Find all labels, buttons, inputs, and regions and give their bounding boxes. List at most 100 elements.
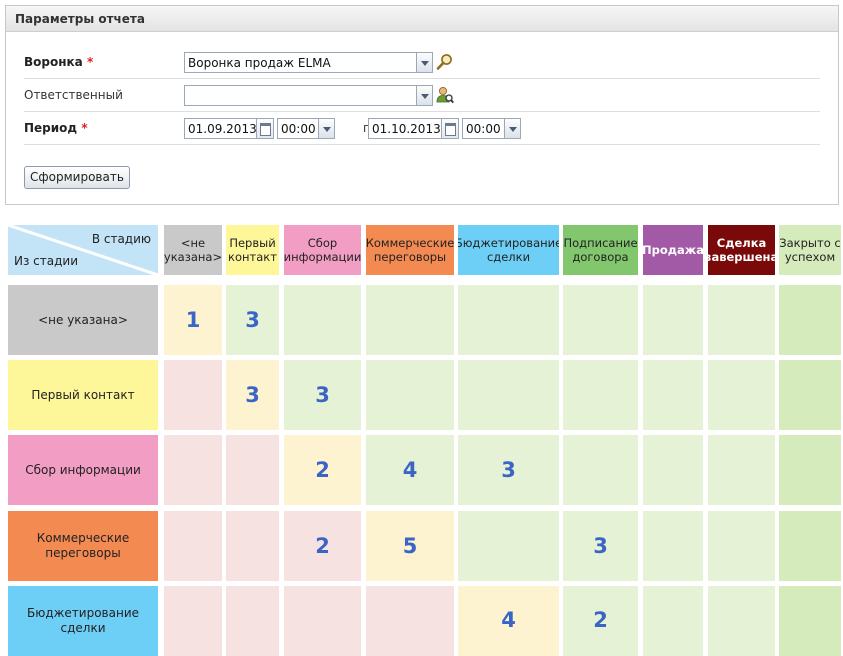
matrix-cell[interactable] xyxy=(779,511,841,581)
transition-count[interactable]: 2 xyxy=(593,608,608,632)
responsible-select[interactable] xyxy=(184,85,433,106)
calendar-icon[interactable] xyxy=(441,119,458,138)
time-from-value: 00:00 xyxy=(281,122,316,136)
matrix-cell[interactable] xyxy=(643,360,703,430)
time-to-chevron-down-icon[interactable] xyxy=(504,119,520,138)
column-header: Продажа xyxy=(643,225,703,275)
matrix-cell[interactable] xyxy=(366,435,454,505)
transition-count[interactable]: 4 xyxy=(501,608,516,632)
transition-count[interactable]: 2 xyxy=(315,458,330,482)
column-header: Бюджетирование сделки xyxy=(458,225,559,275)
funnel-dropdown-chevron-icon[interactable] xyxy=(416,53,432,72)
matrix-cell[interactable] xyxy=(708,511,775,581)
matrix-cell[interactable] xyxy=(284,435,361,505)
matrix-cell[interactable] xyxy=(226,360,279,430)
time-from-select[interactable]: 00:00 xyxy=(277,118,335,139)
matrix-cell[interactable] xyxy=(458,435,559,505)
responsible-dropdown-chevron-icon[interactable] xyxy=(416,86,432,105)
matrix-cell[interactable] xyxy=(366,586,454,656)
time-from-chevron-down-icon[interactable] xyxy=(318,119,334,138)
date-from-value: 01.09.2013 xyxy=(188,122,257,136)
column-header: Сбор информации xyxy=(284,225,361,275)
matrix-cell[interactable] xyxy=(226,586,279,656)
transition-count[interactable]: 3 xyxy=(593,534,608,558)
column-header: Закрыто с успехом xyxy=(779,225,841,275)
required-mark: * xyxy=(81,121,88,135)
matrix-cell[interactable] xyxy=(284,285,361,355)
transition-count[interactable]: 3 xyxy=(245,308,260,332)
row-header: Бюджетирование сделки xyxy=(8,586,158,656)
date-to-input[interactable]: 01.10.2013 xyxy=(368,118,459,139)
funnel-row: Воронка * Воронка продаж ELMA xyxy=(24,46,820,79)
panel-title: Параметры отчета xyxy=(6,6,838,32)
matrix-cell[interactable] xyxy=(164,435,222,505)
period-row: Период * 01.09.2013 00:00 по 01.10.2013 … xyxy=(24,112,820,145)
matrix-cell[interactable] xyxy=(708,360,775,430)
funnel-select-value: Воронка продаж ELMA xyxy=(188,56,331,70)
matrix-cell[interactable] xyxy=(226,435,279,505)
period-label: Период * xyxy=(24,121,88,135)
calendar-icon[interactable] xyxy=(256,119,273,138)
column-header: <не указана> xyxy=(164,225,222,275)
transition-count[interactable]: 1 xyxy=(185,308,201,332)
transition-count[interactable]: 3 xyxy=(315,383,330,407)
report-parameters-panel: Параметры отчета Воронка * Воронка прода… xyxy=(5,5,839,205)
row-header: Сбор информации xyxy=(8,435,158,505)
matrix-cell[interactable] xyxy=(458,511,559,581)
matrix-cell[interactable] xyxy=(164,285,222,355)
row-header: <не указана> xyxy=(8,285,158,355)
corner-diagonal-line xyxy=(8,225,158,275)
matrix-cell[interactable] xyxy=(284,360,361,430)
transition-count[interactable]: 4 xyxy=(402,458,418,482)
matrix-cell[interactable] xyxy=(643,435,703,505)
matrix-cell[interactable] xyxy=(284,511,361,581)
transition-count[interactable]: 2 xyxy=(315,534,330,558)
corner-to-stage-label: В стадию xyxy=(91,232,151,246)
matrix-cell[interactable] xyxy=(366,285,454,355)
matrix-cell[interactable] xyxy=(708,435,775,505)
matrix-cell[interactable] xyxy=(164,511,222,581)
matrix-cell[interactable] xyxy=(708,285,775,355)
column-header: Сделка завершена xyxy=(708,225,775,275)
matrix-cell[interactable] xyxy=(779,586,841,656)
search-icon[interactable] xyxy=(436,53,454,71)
date-to-value: 01.10.2013 xyxy=(372,122,441,136)
matrix-cell[interactable] xyxy=(643,511,703,581)
matrix-cell[interactable] xyxy=(779,435,841,505)
responsible-row: Ответственный xyxy=(24,79,820,112)
column-header: Первый контакт xyxy=(226,225,279,275)
matrix-cell[interactable] xyxy=(643,285,703,355)
matrix-cell[interactable] xyxy=(563,435,638,505)
matrix-cell[interactable] xyxy=(164,360,222,430)
transition-count[interactable]: 3 xyxy=(501,458,516,482)
matrix-cell[interactable] xyxy=(563,511,638,581)
row-header: Первый контакт xyxy=(8,360,158,430)
matrix-cell[interactable] xyxy=(779,360,841,430)
column-header: Подписание договора xyxy=(563,225,638,275)
matrix-cell[interactable] xyxy=(708,586,775,656)
time-to-select[interactable]: 00:00 xyxy=(462,118,521,139)
matrix-cell[interactable] xyxy=(563,285,638,355)
matrix-cell[interactable] xyxy=(643,586,703,656)
matrix-cell[interactable] xyxy=(284,586,361,656)
responsible-label: Ответственный xyxy=(24,88,123,102)
matrix-cell[interactable] xyxy=(366,360,454,430)
matrix-cell[interactable] xyxy=(226,511,279,581)
matrix-cell[interactable] xyxy=(226,285,279,355)
matrix-cell[interactable] xyxy=(563,360,638,430)
matrix-cell[interactable] xyxy=(366,511,454,581)
matrix-cell[interactable] xyxy=(164,586,222,656)
matrix-cell[interactable] xyxy=(779,285,841,355)
funnel-select[interactable]: Воронка продаж ELMA xyxy=(184,52,433,73)
transition-count[interactable]: 3 xyxy=(245,383,260,407)
transition-count[interactable]: 5 xyxy=(402,534,418,558)
row-header: Коммерческие переговоры xyxy=(8,511,158,581)
generate-report-button[interactable]: Сформировать xyxy=(24,166,130,189)
matrix-cell[interactable] xyxy=(458,285,559,355)
required-mark: * xyxy=(86,55,94,69)
column-header: Коммерческие переговоры xyxy=(366,225,454,275)
user-search-icon[interactable] xyxy=(436,86,454,104)
matrix-cell[interactable] xyxy=(458,360,559,430)
funnel-label: Воронка * xyxy=(24,55,94,69)
date-from-input[interactable]: 01.09.2013 xyxy=(184,118,274,139)
